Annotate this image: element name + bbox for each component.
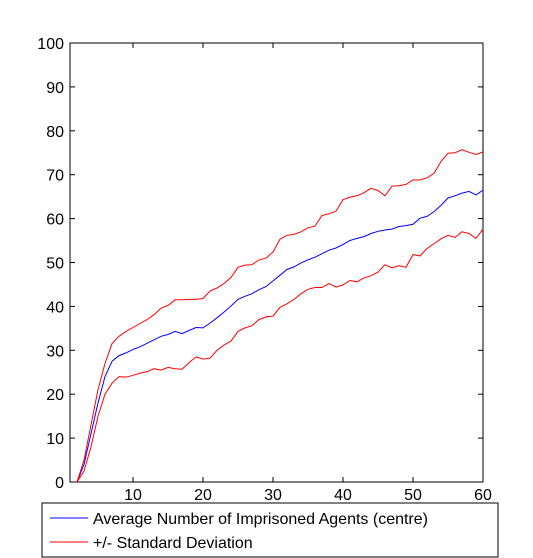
y-tick-label: 10 [46, 431, 64, 448]
y-tick-label: 70 [46, 168, 64, 185]
legend-label: Average Number of Imprisoned Agents (cen… [93, 511, 428, 528]
series-line-average [76, 189, 484, 483]
x-tick-label: 20 [194, 487, 212, 504]
x-tick-label: 50 [404, 487, 422, 504]
y-tick-label: 60 [46, 212, 64, 229]
legend-label: +/- Standard Deviation [93, 535, 253, 552]
legend: Average Number of Imprisoned Agents (cen… [41, 502, 499, 558]
x-tick-label: 10 [124, 487, 142, 504]
series-line-lower-std [76, 228, 484, 483]
x-tick-label: 40 [334, 487, 352, 504]
y-tick-label: 90 [46, 80, 64, 97]
x-tick-label: 60 [474, 487, 492, 504]
legend-box [41, 502, 499, 558]
y-tick-label: 50 [46, 256, 64, 273]
y-tick-label: 40 [46, 299, 64, 316]
x-tick-label: 30 [264, 487, 282, 504]
series-line-upper-std [76, 149, 484, 483]
y-tick-label: 30 [46, 343, 64, 360]
y-tick-label: 80 [46, 124, 64, 141]
y-tick-label: 0 [55, 475, 64, 492]
y-tick-label: 20 [46, 387, 64, 404]
plot-area: 0 10 20 30 40 50 60 70 80 90 100 10 20 30 40 50 60 [37, 36, 492, 504]
y-tick-label: 100 [37, 36, 64, 53]
